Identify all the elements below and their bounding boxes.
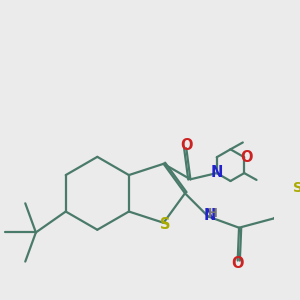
Text: N: N — [203, 208, 216, 224]
Text: O: O — [231, 256, 244, 271]
Text: S: S — [160, 217, 170, 232]
Text: O: O — [180, 138, 193, 153]
Text: O: O — [241, 150, 253, 165]
Text: H: H — [208, 207, 218, 220]
Text: S: S — [293, 181, 300, 195]
Text: N: N — [211, 165, 224, 180]
